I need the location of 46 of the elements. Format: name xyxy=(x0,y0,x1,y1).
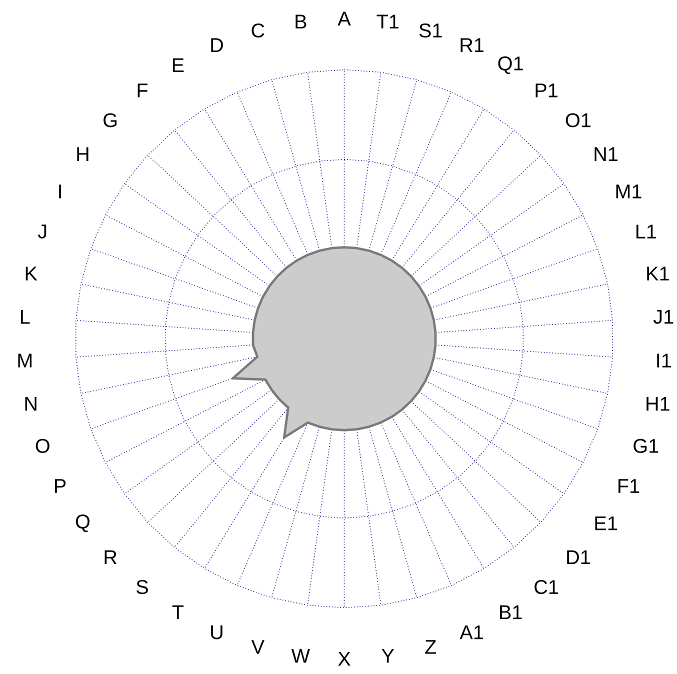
spoke-label: X xyxy=(338,652,350,666)
spoke-label: C xyxy=(252,23,264,38)
spoke-label: Q1 xyxy=(498,56,523,74)
spoke-label: P xyxy=(55,478,66,493)
spoke-label: R xyxy=(104,550,117,564)
spoke-label: V xyxy=(251,640,264,654)
spoke-label: H1 xyxy=(646,396,670,410)
spoke-label: B1 xyxy=(500,605,522,619)
spoke-label: D1 xyxy=(567,550,590,564)
spoke-label: O xyxy=(36,438,50,453)
spoke-label: I xyxy=(59,184,61,198)
spoke-label: G1 xyxy=(634,438,658,453)
spoke-label: J xyxy=(38,224,46,238)
spoke-label: I1 xyxy=(657,354,671,368)
spoke-label: M xyxy=(18,354,32,368)
spoke-label: N xyxy=(25,396,36,410)
spoke-label: G xyxy=(104,112,117,128)
spoke-label: W xyxy=(291,648,310,662)
spoke-label: P1 xyxy=(536,83,558,98)
spoke-label: L1 xyxy=(636,224,656,238)
spoke-label: Q xyxy=(76,514,90,532)
spoke-label: F xyxy=(138,83,148,98)
spoke-label: S1 xyxy=(419,23,442,38)
spoke-label: N1 xyxy=(594,147,618,161)
spoke-label: Y xyxy=(382,648,394,662)
spoke-label: U xyxy=(211,625,222,640)
spoke-label: R1 xyxy=(460,38,484,52)
spoke-label: F1 xyxy=(618,478,640,493)
spoke-label: A1 xyxy=(460,625,483,639)
spoke-label: D xyxy=(211,38,223,52)
spoke-label: L xyxy=(21,310,30,324)
spoke-label: B xyxy=(296,14,306,28)
spoke-label: C1 xyxy=(534,580,558,594)
spoke-label: O1 xyxy=(566,112,590,128)
spoke-label: H xyxy=(77,147,88,161)
spoke-label: T xyxy=(172,605,184,619)
spoke-label: S xyxy=(136,580,148,594)
spoke-label: J1 xyxy=(653,310,674,324)
spoke-label: K xyxy=(26,266,38,280)
spoke-label: E1 xyxy=(595,516,617,530)
spoke-label: Z xyxy=(425,640,436,654)
spoke-label: M1 xyxy=(616,184,642,198)
spoke-label: K1 xyxy=(647,266,669,280)
spoke-label: T1 xyxy=(376,14,398,28)
spoke-label: E xyxy=(172,58,184,72)
spoke-label: A xyxy=(338,12,351,26)
